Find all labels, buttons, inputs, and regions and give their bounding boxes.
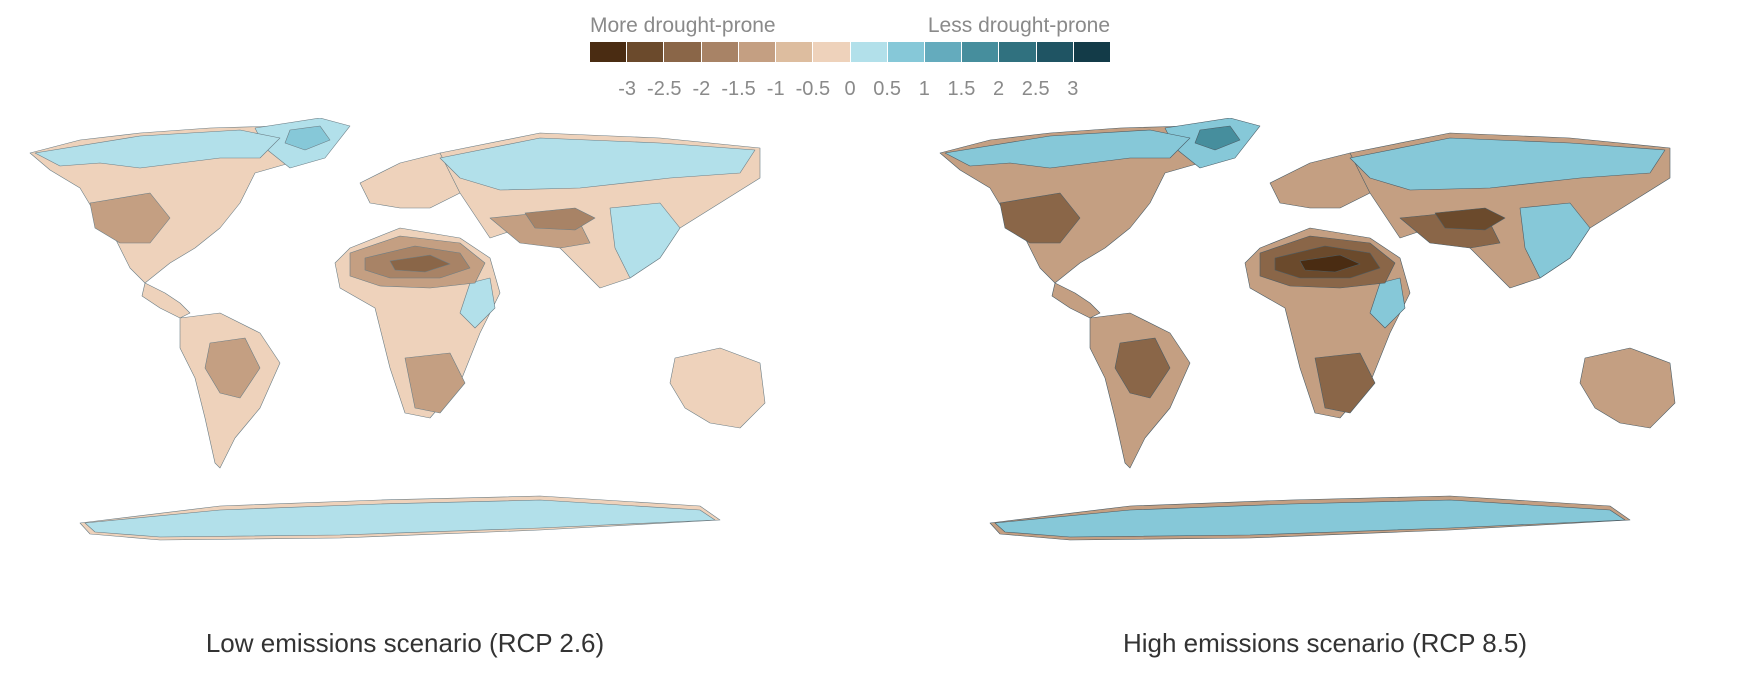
region-north-america-north [944,129,1191,169]
legend-color-scale [590,42,1111,62]
legend-tick: -1.5 [721,78,756,100]
region-southern-africa [404,352,466,414]
region-south-america-interior [1114,337,1171,399]
legend-tick: -3 [618,78,637,100]
legend-tick: 3 [1067,78,1079,100]
legend-swatch [850,42,888,62]
region-central-asia [524,207,596,231]
legend-swatch [738,42,777,62]
region-australia [1579,347,1676,429]
legend-tick: -2.5 [647,78,682,100]
region-central-asia [1434,207,1506,231]
region-north-america-interior [89,192,171,244]
region-east-africa [1369,277,1406,329]
legend-swatch [590,42,628,62]
legend-swatch [962,42,1000,62]
legend-tick: 1 [918,78,930,100]
legend-swatch [776,42,814,62]
legend-label-more-drought: More drought-prone [590,14,776,37]
legend-tick: -2 [692,78,711,100]
region-sahara-center [1299,254,1361,273]
map-low-emissions [20,118,860,598]
region-east-asia [609,202,681,279]
legend-tick-labels: -3 -2.5 -2 -1.5 -1 -0.5 0 0.5 1 1.5 2 2.5 3 [590,78,1110,104]
legend-swatch [1036,42,1074,62]
region-australia [669,347,766,429]
region-southern-africa [1314,352,1376,414]
drought-legend: More drought-prone Less drought-prone -3… [590,14,1111,110]
legend-tick: 2 [993,78,1005,100]
region-north-america-north [34,129,281,169]
legend-swatch [627,42,665,62]
legend-swatch [887,42,925,62]
legend-tick: -0.5 [795,78,831,100]
caption-low-emissions: Low emissions scenario (RCP 2.6) [205,628,605,658]
region-east-africa [459,277,496,329]
legend-swatch [924,42,963,62]
legend-swatch [701,42,739,62]
legend-swatch [1073,42,1111,62]
region-south-america-interior [204,337,261,399]
region-siberia [1349,137,1666,191]
world-map-low [29,118,766,541]
legend-tick: 0.5 [873,78,902,100]
region-greenland-center [1194,125,1241,151]
region-central-america [1051,282,1101,319]
map-high-emissions [930,118,1750,598]
legend-swatch [664,42,702,62]
region-greenland-center [284,125,331,151]
region-antarctica-wet [84,499,716,538]
legend-tick: -1 [766,78,785,100]
caption-high-emissions: High emissions scenario (RCP 8.5) [1122,628,1528,658]
region-east-asia [1519,202,1591,279]
region-antarctica-wet [994,499,1626,538]
legend-tick: 2.5 [1021,78,1050,100]
world-map-high [939,118,1676,541]
region-central-america [141,282,191,319]
legend-swatch [813,42,851,62]
region-siberia [439,137,756,191]
region-north-america-interior [999,192,1081,244]
legend-tick: 1.5 [947,78,976,100]
legend-swatch [999,42,1037,62]
region-sahara-center [389,254,451,273]
legend-label-less-drought: Less drought-prone [927,14,1110,37]
legend-tick: 0 [844,78,856,100]
